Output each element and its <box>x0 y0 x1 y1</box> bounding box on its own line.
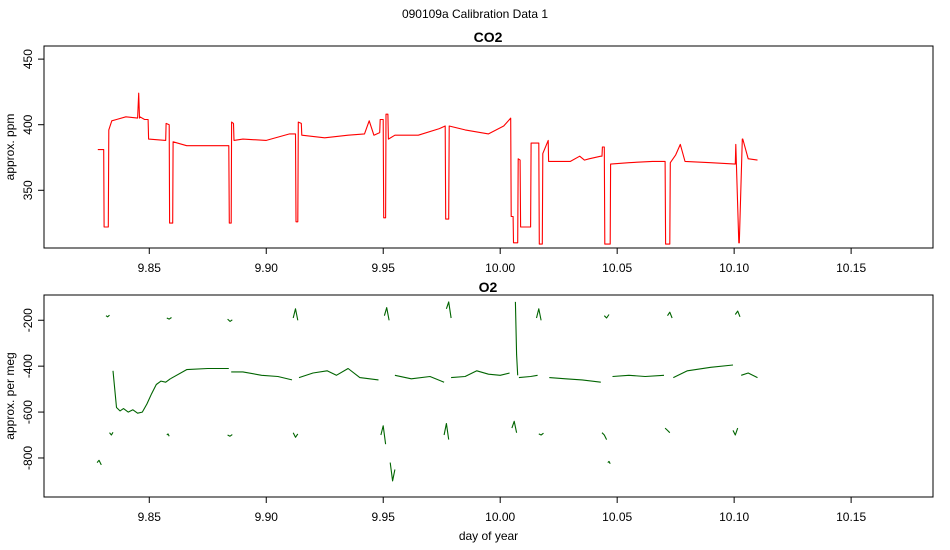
o2-series-0-segment-25 <box>549 377 601 383</box>
o2-series-0-segment-6 <box>170 367 229 380</box>
o2-y-tick-label: -400 <box>21 354 35 378</box>
o2-series-0-segment-28 <box>607 460 611 464</box>
o2-series-0-segment-29 <box>612 374 665 378</box>
co2-series-group <box>97 92 758 245</box>
o2-series-0-segment-33 <box>732 427 739 436</box>
o2-series-0-segment-4 <box>166 433 170 437</box>
o2-series-0-segment-26 <box>601 432 608 440</box>
o2-series-0-segment-34 <box>734 310 741 318</box>
co2-x-tick-label: 10.00 <box>485 261 515 275</box>
o2-series-0-segment-16 <box>394 374 445 383</box>
o2-x-axis: 9.85 9.90 9.95 10.00 10.05 10.10 10.15 <box>138 497 866 524</box>
o2-y-tick-label: -600 <box>21 400 35 424</box>
o2-series-0-segment-13 <box>380 425 387 445</box>
o2-series-0-segment-7 <box>227 318 233 322</box>
co2-series-0-segment-0 <box>97 92 758 245</box>
o2-x-tick-label: 9.90 <box>255 510 279 524</box>
o2-series-0-segment-30 <box>664 427 671 434</box>
co2-y-axis: 350 400 450 <box>21 49 44 200</box>
o2-series-0-segment-14 <box>383 307 390 321</box>
o2-x-tick-label: 10.10 <box>719 510 749 524</box>
co2-x-tick-label: 10.05 <box>602 261 632 275</box>
o2-panel-title: O2 <box>479 279 498 295</box>
o2-series-0-segment-15 <box>389 462 396 482</box>
o2-plot-frame <box>43 294 934 498</box>
o2-x-tick-label: 10.15 <box>836 510 866 524</box>
o2-series-0-segment-3 <box>112 370 171 414</box>
o2-series-0-segment-2 <box>109 432 114 436</box>
o2-y-tick-label: -800 <box>21 446 35 470</box>
o2-series-0-segment-9 <box>231 371 293 381</box>
o2-series-0-segment-12 <box>298 367 379 381</box>
co2-x-axis: 9.85 9.90 9.95 10.00 10.05 10.10 10.15 <box>138 248 866 275</box>
o2-series-0-segment-8 <box>227 434 233 437</box>
o2-series-0-segment-11 <box>292 432 299 438</box>
o2-series-group <box>96 301 758 482</box>
o2-series-0-segment-24 <box>538 432 544 436</box>
o2-series-0-segment-18 <box>445 301 452 319</box>
o2-x-tick-label: 9.95 <box>372 510 396 524</box>
o2-series-0-segment-32 <box>673 364 734 379</box>
o2-series-0-segment-35 <box>741 372 758 379</box>
o2-panel: O2 9.85 9.90 9.95 10.00 10.05 10.10 10.15 -800… <box>3 279 934 543</box>
co2-y-tick-label: 350 <box>21 180 35 200</box>
co2-panel: CO2 9.85 9.90 9.95 10.00 10.05 10.10 10.15 350… <box>3 29 934 275</box>
o2-series-0-segment-27 <box>603 314 610 319</box>
co2-y-tick-label: 450 <box>21 49 35 69</box>
o2-series-0-segment-31 <box>667 311 673 319</box>
o2-x-tick-label: 9.85 <box>138 510 162 524</box>
co2-x-tick-label: 10.15 <box>836 261 866 275</box>
o2-series-0-segment-20 <box>511 420 518 433</box>
co2-panel-title: CO2 <box>474 29 503 45</box>
o2-series-0-segment-1 <box>105 314 110 318</box>
o2-series-0-segment-17 <box>443 422 450 440</box>
o2-series-0-segment-19 <box>451 370 510 379</box>
co2-x-tick-label: 9.90 <box>255 261 279 275</box>
co2-y-axis-label: approx. ppm <box>3 114 17 181</box>
co2-plot-frame <box>43 45 934 249</box>
o2-series-0-segment-23 <box>535 308 542 321</box>
o2-series-0-segment-21 <box>514 301 519 376</box>
o2-x-axis-label: day of year <box>459 529 518 543</box>
o2-y-axis: -800 -600 -400 -200 <box>21 308 44 470</box>
co2-x-tick-label: 10.10 <box>719 261 749 275</box>
o2-x-tick-label: 10.05 <box>602 510 632 524</box>
co2-y-tick-label: 400 <box>21 114 35 134</box>
co2-x-tick-label: 9.95 <box>372 261 396 275</box>
o2-y-axis-label: approx. per meg <box>3 352 17 439</box>
o2-series-0-segment-22 <box>518 374 538 379</box>
o2-y-tick-label: -200 <box>21 308 35 332</box>
figure-suptitle: 090109a Calibration Data 1 <box>402 7 548 21</box>
o2-series-0-segment-10 <box>292 308 299 321</box>
o2-series-0-segment-0 <box>96 459 102 466</box>
o2-x-tick-label: 10.00 <box>485 510 515 524</box>
o2-series-0-segment-5 <box>166 317 172 320</box>
co2-x-tick-label: 9.85 <box>138 261 162 275</box>
